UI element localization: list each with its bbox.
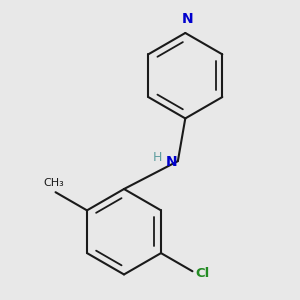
Text: N: N: [165, 155, 177, 169]
Text: H: H: [153, 151, 162, 164]
Text: Cl: Cl: [195, 267, 210, 280]
Text: CH₃: CH₃: [43, 178, 64, 188]
Text: N: N: [181, 12, 193, 26]
